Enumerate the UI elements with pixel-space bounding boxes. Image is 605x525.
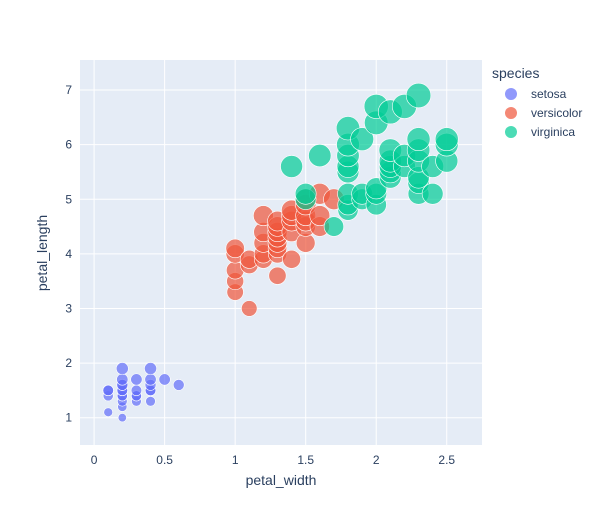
y-tick-label: 5 [65,192,72,206]
virginica-point[interactable] [308,144,332,168]
y-axis-ticks: 1 2 3 4 5 6 7 [65,83,72,425]
y-tick-label: 6 [65,138,72,152]
setosa-point[interactable] [117,413,127,423]
versicolor-point[interactable] [241,300,258,317]
y-tick-label: 7 [65,83,72,97]
legend-marker [505,107,517,119]
versicolor-point[interactable] [225,238,245,259]
legend-label: versicolor [531,106,582,120]
y-axis-title: petal_length [34,215,50,291]
versicolor-point[interactable] [282,249,301,269]
legend-item-setosa[interactable]: setosa [505,87,567,101]
x-tick-label: 0.5 [156,453,173,467]
x-tick-label: 1.5 [297,453,314,467]
versicolor-point[interactable] [268,266,287,285]
x-tick-label: 0 [91,453,98,467]
legend-label: setosa [531,87,567,101]
legend-label: virginica [531,125,575,139]
virginica-point[interactable] [434,127,459,152]
setosa-point[interactable] [130,373,143,386]
setosa-point[interactable] [144,373,157,386]
legend-item-virginica[interactable]: virginica [505,125,575,139]
x-tick-label: 1 [232,453,239,467]
y-tick-label: 1 [65,411,72,425]
x-tick-label: 2.5 [438,453,455,467]
x-tick-label: 2 [373,453,380,467]
legend[interactable]: setosa versicolor virginica [505,87,582,139]
setosa-point[interactable] [130,384,143,397]
x-axis-title: petal_width [246,472,317,488]
virginica-point[interactable] [405,82,432,109]
y-tick-label: 2 [65,356,72,370]
versicolor-point[interactable] [309,205,331,226]
y-tick-label: 4 [65,247,72,261]
legend-marker [505,88,517,100]
legend-marker [505,126,517,138]
setosa-point[interactable] [102,384,114,397]
legend-title: species [492,65,539,81]
setosa-point[interactable] [144,362,157,375]
virginica-point[interactable] [280,155,303,178]
setosa-point[interactable] [158,373,171,386]
setosa-point[interactable] [116,373,129,386]
virginica-point[interactable] [406,127,431,152]
setosa-point[interactable] [103,407,113,417]
y-tick-label: 3 [65,301,72,315]
virginica-point[interactable] [421,183,444,205]
data-points[interactable] [102,82,459,423]
virginica-point[interactable] [350,127,374,152]
legend-item-versicolor[interactable]: versicolor [505,106,582,120]
x-axis-ticks: 0 0.5 1 1.5 2 2.5 [91,453,456,467]
setosa-point[interactable] [115,362,129,375]
setosa-point[interactable] [145,396,156,407]
virginica-point[interactable] [294,183,317,205]
virginica-point[interactable] [323,216,345,237]
setosa-point[interactable] [172,379,185,391]
